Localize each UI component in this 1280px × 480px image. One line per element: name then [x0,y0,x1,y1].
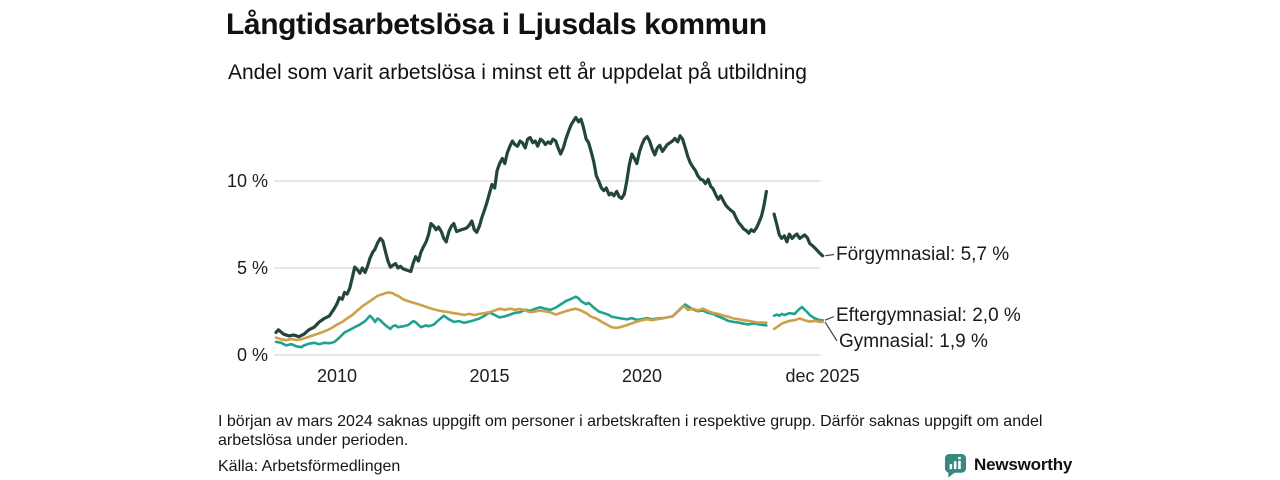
series-line-gymnasial [772,317,824,331]
label-connector [824,321,838,342]
series-label-eftergymnasial: Eftergymnasial: 2,0 % [836,305,1021,326]
series-label-gymnasial: Gymnasial: 1,9 % [839,331,988,352]
y-tick-label: 0 % [236,345,268,365]
x-tick-label: 2015 [469,366,510,386]
y-tick-label: 10 % [226,171,268,191]
y-tick-label: 5 % [236,258,268,278]
chart-title: Långtidsarbetslösa i Ljusdals kommun [226,8,767,41]
source-note: Källa: Arbetsförmedlingen [218,458,401,475]
series-line-eftergymnasial [772,305,824,322]
newsworthy-logo-icon [944,453,967,477]
series-line-förgymnasial [772,212,825,258]
chart-subtitle: Andel som varit arbetslösa i minst ett å… [228,61,807,84]
series-line-gymnasial [274,291,768,342]
series-label-forgymnasial: Förgymnasial: 5,7 % [836,244,1010,265]
branding: Newsworthy [944,452,1072,478]
x-tick-label: dec 2025 [785,366,860,386]
newsworthy-brand-name: Newsworthy [974,455,1073,474]
series-line-eftergymnasial [274,295,768,349]
x-tick-label: 2020 [621,366,663,386]
x-tick-label: 2010 [316,366,358,386]
series-line-förgymnasial [274,115,768,339]
label-connector [824,253,835,257]
footnote: I början av mars 2024 saknas uppgift om … [218,413,1043,449]
label-connector [824,315,835,321]
